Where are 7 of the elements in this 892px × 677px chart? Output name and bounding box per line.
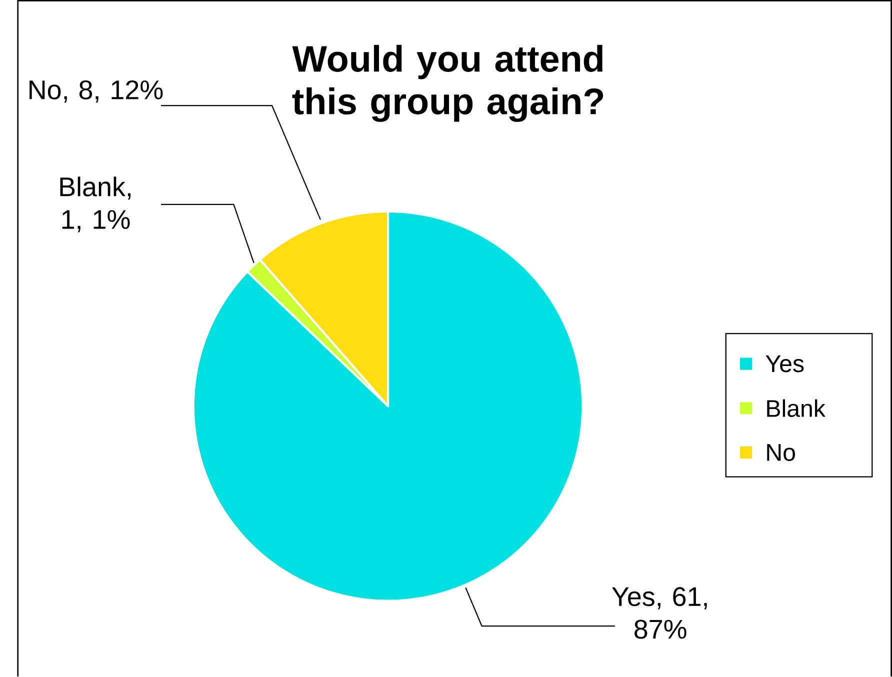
legend-label: Yes [766,355,804,372]
data-label: Blank, 1, 1% [60,176,131,232]
chart-title: Would you attend this group again? [292,44,604,122]
legend-label: No [767,444,795,461]
data-label: Yes, 61, 87% [612,587,707,639]
legend-label: Blank [767,399,826,417]
data-label: No, 8, 12% [30,80,163,103]
